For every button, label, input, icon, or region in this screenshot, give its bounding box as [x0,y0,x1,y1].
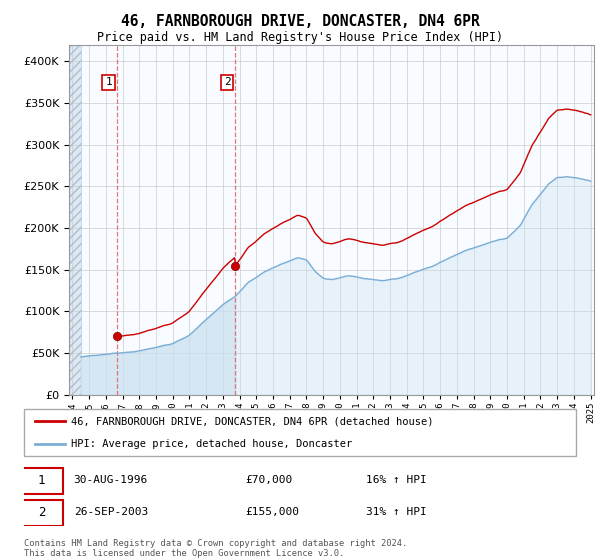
Text: Contains HM Land Registry data © Crown copyright and database right 2024.
This d: Contains HM Land Registry data © Crown c… [24,539,407,558]
Bar [56,45,81,395]
Text: 46, FARNBOROUGH DRIVE, DONCASTER, DN4 6PR: 46, FARNBOROUGH DRIVE, DONCASTER, DN4 6P… [121,14,479,29]
Text: HPI: Average price, detached house, Doncaster: HPI: Average price, detached house, Donc… [71,439,352,449]
Text: 46, FARNBOROUGH DRIVE, DONCASTER, DN4 6PR (detached house): 46, FARNBOROUGH DRIVE, DONCASTER, DN4 6P… [71,416,433,426]
Text: £155,000: £155,000 [245,507,299,517]
FancyBboxPatch shape [21,500,62,526]
Text: 2: 2 [38,506,46,519]
Text: 1: 1 [38,474,46,487]
Bar [56,45,81,395]
Text: Price paid vs. HM Land Registry's House Price Index (HPI): Price paid vs. HM Land Registry's House … [97,31,503,44]
FancyBboxPatch shape [24,409,576,456]
Text: 26-SEP-2003: 26-SEP-2003 [74,507,148,517]
Text: 1: 1 [105,77,112,87]
Text: 31% ↑ HPI: 31% ↑ HPI [366,507,427,517]
FancyBboxPatch shape [21,468,62,493]
Text: 2: 2 [224,77,230,87]
Text: 30-AUG-1996: 30-AUG-1996 [74,475,148,485]
Text: £70,000: £70,000 [245,475,292,485]
Text: 16% ↑ HPI: 16% ↑ HPI [366,475,427,485]
